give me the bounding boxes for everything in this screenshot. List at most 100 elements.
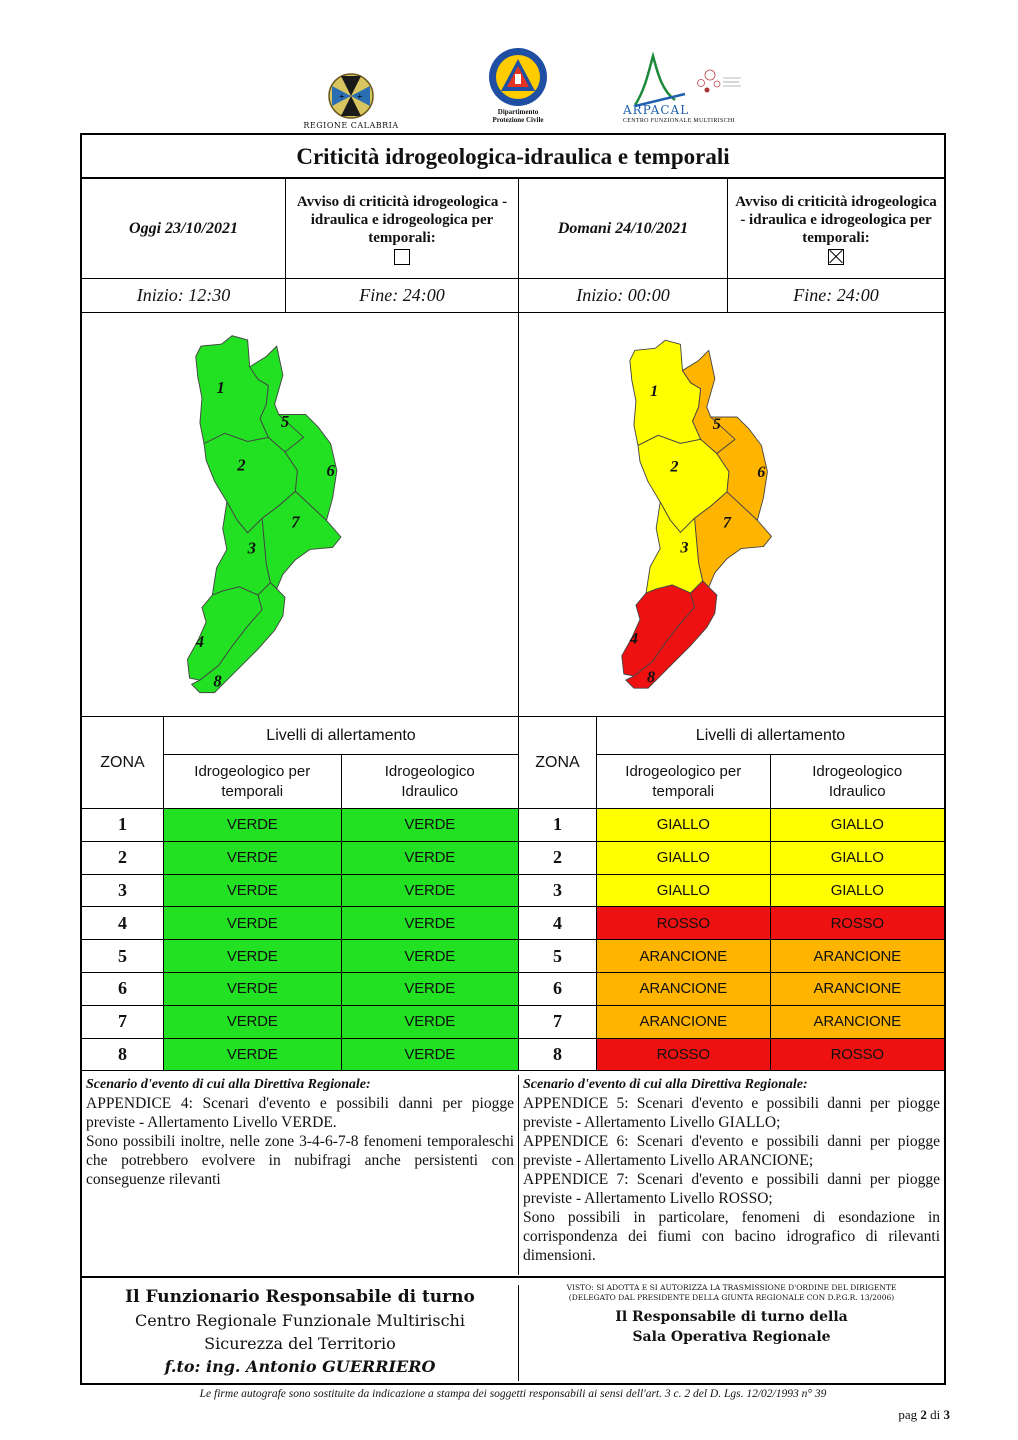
- today-level-idraulico: VERDE: [341, 973, 519, 1006]
- tomorrow-end: Fine: 24:00: [728, 279, 944, 313]
- bulletin-title: Criticità idrogeologica-idraulica e temp…: [82, 135, 944, 179]
- today-zone-1-label: 1: [217, 378, 225, 397]
- tomorrow-map-svg: 1 2 3 4 5 6 7 8: [621, 339, 772, 689]
- today-level-idraulico: VERDE: [341, 874, 519, 908]
- duty-officer-title: Il Funzionario Responsabile di turno: [125, 1287, 475, 1307]
- today-zone-6-area: [278, 414, 338, 521]
- arpacal-wordmark: ARPACAL: [623, 103, 690, 117]
- duty-officer-signature: f.to: ing. Antonio GUERRIERO: [164, 1357, 436, 1376]
- arpacal-subtitle: CENTRO FUNZIONALE MULTIRISCHI: [623, 118, 735, 124]
- today-zone-number: 6: [82, 973, 164, 1006]
- today-zone-5-label: 5: [281, 412, 289, 431]
- duty-officer-center: Centro Regionale Funzionale Multirischi: [135, 1311, 465, 1330]
- civil-protection-line2: Protezione Civile: [492, 116, 544, 125]
- tomorrow-zone-8-area: [625, 580, 718, 689]
- today-notice: Avviso di criticità idrogeologica - idra…: [286, 179, 519, 279]
- today-level-idraulico: VERDE: [341, 841, 519, 875]
- tomorrow-zone-2-label: 2: [669, 459, 678, 476]
- today-level-temporali: VERDE: [164, 841, 342, 875]
- tomorrow-col-temporali-header: Idrogeologico per temporali: [597, 755, 771, 809]
- tomorrow-scenario-line: Sono possibili in particolare, fenomeni …: [523, 1209, 940, 1264]
- today-levels-table: ZONA Livelli di allertamento Idrogeologico…: [82, 717, 519, 1073]
- today-scenario-heading: Scenario d'evento di cui alla Direttiva …: [86, 1077, 371, 1092]
- today-zone-7-label: 7: [291, 513, 300, 532]
- today-level-temporali: VERDE: [164, 1038, 342, 1072]
- today-level-idraulico: VERDE: [341, 1005, 519, 1039]
- tomorrow-levels-header: Livelli di allertamento: [597, 717, 944, 755]
- footer-left: Il Funzionario Responsabile di turno Cen…: [82, 1285, 519, 1381]
- tomorrow-level-idraulico: ARANCIONE: [770, 973, 944, 1006]
- today-notice-checkbox[interactable]: [394, 248, 410, 265]
- svg-text:+: +: [339, 92, 345, 103]
- tomorrow-zone-3-label: 3: [679, 540, 688, 557]
- today-zone-3-label: 3: [247, 539, 256, 558]
- today-end: Fine: 24:00: [286, 279, 519, 313]
- footer-right: VISTO: SI ADOTTA E SI AUTORIZZA LA TRASM…: [519, 1283, 944, 1381]
- today-map-svg: 1 2 3 4 5 6 7 8: [186, 335, 342, 694]
- today-scenario-line: Sono possibili inoltre, nelle zone 3-4-6…: [86, 1133, 514, 1188]
- protezione-civile-logo: Dipartimento Protezione Civile: [470, 46, 566, 125]
- civil-protection-emblem-icon: [489, 48, 547, 106]
- tomorrow-notice-text: Avviso di criticità idrogeologica - idra…: [735, 193, 937, 246]
- today-zone-number: 4: [82, 907, 164, 941]
- today-scenario-line: APPENDICE 4: Scenari d'evento e possibil…: [86, 1095, 514, 1131]
- today-zone-number: 7: [82, 1005, 164, 1039]
- today-level-temporali: VERDE: [164, 1005, 342, 1039]
- tomorrow-scenario: Scenario d'evento di cui alla Direttiva …: [519, 1075, 944, 1275]
- tomorrow-level-idraulico: GIALLO: [770, 874, 944, 908]
- today-zone-number: 3: [82, 874, 164, 908]
- today-level-temporali: VERDE: [164, 874, 342, 908]
- calabria-shield-icon: + +: [328, 73, 374, 119]
- today-level-temporali: VERDE: [164, 973, 342, 1006]
- svg-text:+: +: [357, 92, 363, 103]
- tomorrow-zone-8-label: 8: [647, 669, 655, 686]
- tomorrow-scenario-line: APPENDICE 5: Scenari d'evento e possibil…: [523, 1095, 940, 1131]
- today-level-idraulico: VERDE: [341, 907, 519, 941]
- tomorrow-notice-checkbox[interactable]: [828, 248, 844, 265]
- tomorrow-level-temporali: GIALLO: [597, 841, 771, 875]
- today-zone-number: 1: [82, 809, 164, 842]
- operations-room-title: Il Responsabile di turno della: [615, 1309, 848, 1325]
- tomorrow-level-temporali: GIALLO: [597, 809, 771, 842]
- tomorrow-level-idraulico: ARANCIONE: [770, 940, 944, 973]
- tomorrow-scenario-line: APPENDICE 7: Scenari d'evento e possibil…: [523, 1171, 940, 1207]
- today-zone-number: 8: [82, 1038, 164, 1072]
- tomorrow-zone-7-label: 7: [723, 514, 732, 531]
- tomorrow-zone-number: 3: [519, 874, 597, 908]
- tomorrow-level-idraulico: GIALLO: [770, 809, 944, 842]
- today-date: Oggi 23/10/2021: [82, 179, 286, 279]
- today-level-idraulico: VERDE: [341, 809, 519, 842]
- tomorrow-zone-number: 2: [519, 841, 597, 875]
- today-scenario: Scenario d'evento di cui alla Direttiva …: [82, 1075, 519, 1275]
- today-zone-number: 2: [82, 841, 164, 875]
- bulletin-frame: Criticità idrogeologica-idraulica e temp…: [80, 133, 946, 1385]
- tomorrow-zone-6-label: 6: [757, 464, 766, 481]
- today-level-temporali: VERDE: [164, 940, 342, 973]
- page-total: 3: [943, 1407, 951, 1422]
- today-level-idraulico: VERDE: [341, 1038, 519, 1072]
- tomorrow-level-idraulico: GIALLO: [770, 841, 944, 875]
- tomorrow-zone-number: 6: [519, 973, 597, 1006]
- tomorrow-scenario-heading: Scenario d'evento di cui alla Direttiva …: [523, 1077, 808, 1092]
- tomorrow-zone-5-label: 5: [713, 416, 721, 433]
- tomorrow-notice: Avviso di criticità idrogeologica - idra…: [728, 179, 944, 279]
- page-prefix: pag: [898, 1407, 918, 1422]
- today-level-temporali: VERDE: [164, 809, 342, 842]
- today-level-temporali: VERDE: [164, 907, 342, 941]
- tomorrow-level-idraulico: ARANCIONE: [770, 1005, 944, 1039]
- tomorrow-zone-number: 8: [519, 1038, 597, 1072]
- page-sep: di: [930, 1407, 941, 1422]
- arpacal-logo: ARPACAL CENTRO FUNZIONALE MULTIRISCHI: [615, 50, 745, 124]
- tomorrow-levels-table: ZONA Livelli di allertamento Idrogeologico…: [519, 717, 944, 1073]
- tomorrow-level-temporali: GIALLO: [597, 874, 771, 908]
- tomorrow-zone-header: ZONA: [519, 717, 597, 809]
- tomorrow-col-idraulico-header: Idrogeologico Idraulico: [770, 755, 944, 809]
- tomorrow-level-temporali: ARANCIONE: [597, 973, 771, 1006]
- operations-room-name: Sala Operativa Regionale: [632, 1329, 831, 1345]
- today-level-idraulico: VERDE: [341, 940, 519, 973]
- today-zone-6-label: 6: [326, 461, 335, 480]
- today-col-idraulico-header: Idrogeologico Idraulico: [341, 755, 519, 809]
- tomorrow-level-temporali: ROSSO: [597, 1038, 771, 1072]
- today-levels-header: Livelli di allertamento: [164, 717, 519, 755]
- today-zone-4-label: 4: [195, 632, 204, 651]
